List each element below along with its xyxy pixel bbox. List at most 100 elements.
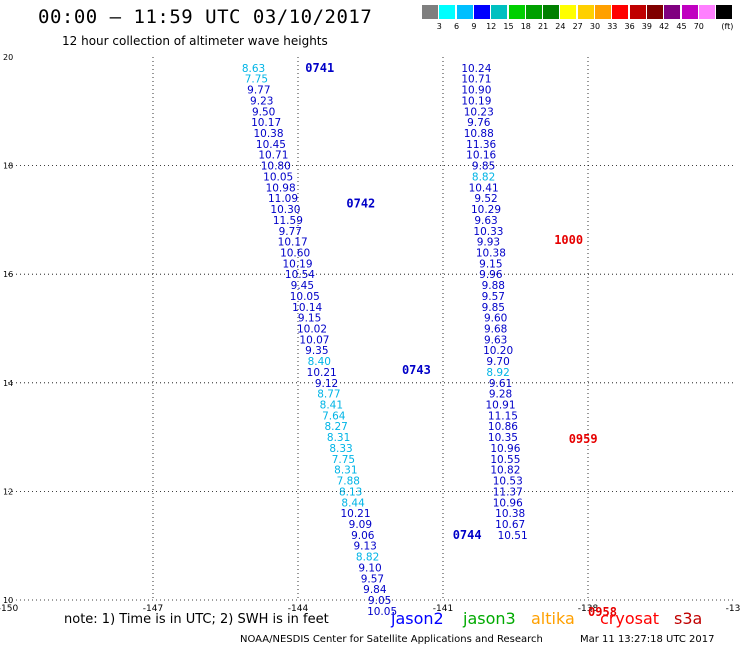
pass-time-label: 0958 — [588, 605, 617, 619]
swh-value: 10.05 — [263, 171, 293, 183]
swh-value: 8.40 — [308, 356, 331, 368]
swh-value: 9.09 — [349, 519, 372, 531]
swh-value: 9.15 — [298, 313, 321, 325]
legend-swatch — [681, 5, 698, 19]
legend-swatch — [491, 5, 508, 19]
pass-time-label: 0741 — [305, 61, 334, 75]
chart-subtitle: 12 hour collection of altimeter wave hei… — [62, 34, 328, 48]
swh-value: 9.63 — [474, 215, 497, 227]
swh-value: 10.91 — [485, 400, 515, 412]
legend-swatch — [577, 5, 594, 19]
pass-time-label: 0743 — [402, 363, 431, 377]
swh-value: 8.41 — [320, 400, 343, 412]
swh-value: 10.38 — [476, 247, 506, 259]
legend-swatch — [543, 5, 560, 19]
swh-value: 10.45 — [256, 139, 286, 151]
swh-value: 10.88 — [464, 128, 494, 140]
pass-time-label: 0744 — [453, 528, 482, 542]
swh-value: 8.77 — [317, 389, 340, 401]
swh-value: 9.60 — [484, 313, 507, 325]
y-tick-label: 12 — [3, 487, 13, 496]
y-tick-label: 14 — [3, 379, 13, 388]
swh-value: 9.85 — [482, 302, 505, 314]
x-tick-label: -138 — [578, 604, 599, 614]
swh-value: 8.27 — [324, 421, 347, 433]
x-tick-label: -144 — [288, 604, 309, 614]
swh-value: 9.63 — [484, 334, 507, 346]
swh-value: 9.77 — [247, 85, 270, 97]
swh-value: 9.68 — [484, 324, 507, 336]
swh-value: 10.96 — [493, 497, 523, 509]
legend-label: 18 — [520, 22, 531, 31]
swh-value: 10.02 — [297, 324, 327, 336]
units-note: note: 1) Time is in UTC; 2) SWH is in fe… — [64, 612, 329, 627]
legend-swatch — [560, 5, 577, 19]
swh-value: 9.50 — [252, 106, 275, 118]
swh-value: 7.75 — [245, 74, 268, 86]
footer-credit: NOAA/NESDIS Center for Satellite Applica… — [240, 634, 543, 645]
swh-value: 8.31 — [327, 432, 350, 444]
swh-value: 9.85 — [472, 161, 495, 173]
legend-label: 42 — [659, 22, 670, 31]
y-tick-label: 10 — [3, 596, 13, 605]
x-tick-label: -150 — [0, 604, 18, 614]
swh-value: 9.12 — [315, 378, 338, 390]
legend-label: 39 — [641, 22, 652, 31]
legend-swatch — [595, 5, 611, 19]
swh-value: 11.15 — [488, 410, 518, 422]
legend-label: 36 — [624, 22, 635, 31]
swh-value: 10.53 — [493, 476, 523, 488]
y-tick-label: 18 — [3, 162, 13, 171]
swh-value: 10.38 — [495, 508, 525, 520]
swh-value: 10.23 — [464, 106, 494, 118]
y-tick-label: 20 — [3, 53, 13, 62]
legend-swatch — [508, 5, 525, 19]
swh-value: 10.35 — [488, 432, 518, 444]
swh-value: 9.45 — [291, 280, 314, 292]
legend-swatch — [473, 5, 490, 19]
mission-jason3: jason3 — [463, 609, 516, 628]
swh-value: 8.82 — [356, 552, 379, 564]
swh-value: 10.51 — [498, 530, 528, 542]
swh-value: 9.13 — [353, 541, 376, 553]
swh-value: 10.38 — [253, 128, 283, 140]
swh-value: 10.07 — [299, 334, 329, 346]
x-tick-label: -13 — [726, 604, 740, 614]
legend-label: 6 — [454, 22, 460, 31]
swh-value: 8.92 — [486, 367, 509, 379]
swh-value: 10.55 — [490, 454, 520, 466]
legend-label: 30 — [589, 22, 601, 31]
swh-value: 10.05 — [367, 606, 397, 618]
swh-value: 10.29 — [471, 204, 501, 216]
swh-value: 10.17 — [278, 237, 308, 249]
swh-value: 10.90 — [461, 85, 491, 97]
swh-value: 9.57 — [482, 291, 505, 303]
pass-time-label: 1000 — [554, 233, 583, 247]
swh-value: 10.60 — [280, 247, 310, 259]
swh-value: 10.80 — [261, 161, 291, 173]
swh-value: 10.71 — [461, 74, 491, 86]
swh-value: 10.21 — [307, 367, 337, 379]
swh-value: 9.96 — [479, 269, 503, 281]
legend-swatch — [716, 5, 733, 19]
swh-value: 8.44 — [341, 497, 365, 509]
swh-value: 7.75 — [332, 454, 355, 466]
legend-label: 24 — [555, 22, 566, 31]
generation-timestamp: Mar 11 13:27:18 UTC 2017 — [580, 634, 715, 645]
swh-value: 10.30 — [270, 204, 300, 216]
swh-value: 10.20 — [483, 345, 513, 357]
pass-time-label: 0959 — [569, 432, 598, 446]
swh-value: 7.64 — [322, 410, 346, 422]
swh-value: 9.52 — [474, 193, 497, 205]
legend-label: 15 — [503, 22, 514, 31]
swh-value: 9.84 — [363, 584, 387, 596]
legend-label: 12 — [486, 22, 497, 31]
swh-value: 8.82 — [472, 171, 495, 183]
swh-value: 10.33 — [473, 226, 503, 238]
swh-value: 10.98 — [266, 182, 296, 194]
swh-value: 9.05 — [368, 595, 391, 607]
swh-value: 8.31 — [334, 465, 357, 477]
x-tick-label: -141 — [433, 604, 453, 614]
swh-value: 10.05 — [290, 291, 320, 303]
legend-swatch — [646, 5, 663, 19]
